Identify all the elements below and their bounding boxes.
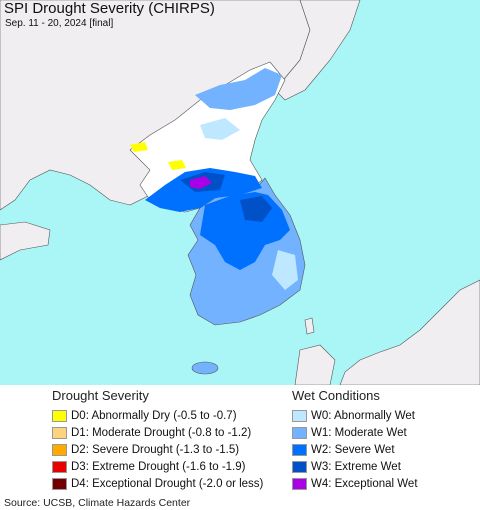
jeju-island bbox=[191, 361, 219, 375]
legend: Drought Severity D0: Abnormally Dry (-0.… bbox=[0, 386, 480, 490]
swatch-w3 bbox=[292, 460, 307, 473]
legend-item-w0: W0: Abnormally Wet bbox=[292, 407, 418, 424]
dry-abnormal-2 bbox=[130, 142, 148, 152]
swatch-w4 bbox=[292, 477, 307, 490]
legend-item-w4: W4: Exceptional Wet bbox=[292, 475, 418, 492]
legend-item-d3: D3: Extreme Drought (-1.6 to -1.9) bbox=[52, 458, 263, 475]
japan-kyushu bbox=[294, 344, 336, 385]
swatch-d2 bbox=[52, 443, 67, 456]
wet-abnormal-sk bbox=[272, 250, 298, 290]
legend-item-d2: D2: Severe Drought (-1.3 to -1.5) bbox=[52, 441, 263, 458]
swatch-d1 bbox=[52, 426, 67, 439]
drought-legend: Drought Severity D0: Abnormally Dry (-0.… bbox=[52, 388, 263, 492]
legend-item-d0: D0: Abnormally Dry (-0.5 to -0.7) bbox=[52, 407, 263, 424]
tsushima bbox=[304, 317, 315, 335]
swatch-d3 bbox=[52, 460, 67, 473]
shandong-peninsula bbox=[0, 221, 51, 261]
wet-legend-title: Wet Conditions bbox=[292, 388, 380, 403]
drought-legend-title: Drought Severity bbox=[52, 388, 149, 403]
wet-extreme-sk bbox=[240, 196, 272, 222]
wet-exceptional bbox=[190, 176, 212, 189]
legend-item-w1: W1: Moderate Wet bbox=[292, 424, 418, 441]
legend-item-d1: D1: Moderate Drought (-0.8 to -1.2) bbox=[52, 424, 263, 441]
legend-item-d4: D4: Exceptional Drought (-2.0 or less) bbox=[52, 475, 263, 492]
legend-item-w3: W3: Extreme Wet bbox=[292, 458, 418, 475]
swatch-w2 bbox=[292, 443, 307, 456]
japan-honshu bbox=[339, 279, 480, 385]
spi-map bbox=[0, 0, 480, 385]
source-credit: Source: UCSB, Climate Hazards Center bbox=[4, 497, 191, 509]
swatch-w0 bbox=[292, 409, 307, 422]
russia-coast bbox=[274, 0, 361, 101]
map-subtitle: Sep. 11 - 20, 2024 [final] bbox=[5, 18, 114, 29]
swatch-w1 bbox=[292, 426, 307, 439]
swatch-d0 bbox=[52, 409, 67, 422]
wet-moderate-north bbox=[195, 68, 282, 110]
swatch-d4 bbox=[52, 477, 67, 490]
wet-legend: Wet Conditions W0: Abnormally Wet W1: Mo… bbox=[292, 388, 418, 492]
wet-abnormal-north bbox=[200, 118, 240, 140]
legend-item-w2: W2: Severe Wet bbox=[292, 441, 418, 458]
dry-abnormal-1 bbox=[168, 160, 186, 170]
map-title: SPI Drought Severity (CHIRPS) bbox=[4, 0, 215, 17]
